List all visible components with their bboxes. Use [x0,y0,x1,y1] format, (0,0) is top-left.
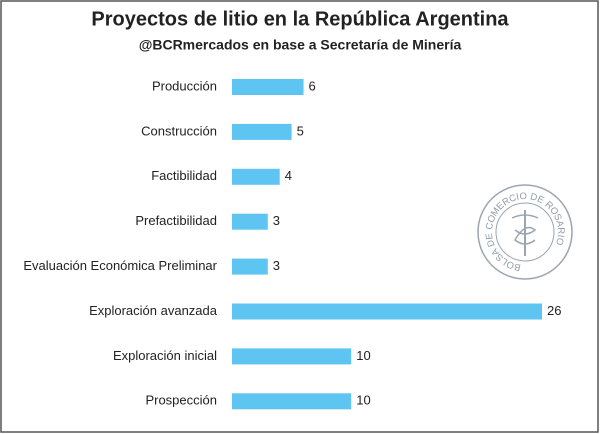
value-label: 26 [547,303,561,318]
chart-title: Proyectos de litio en la República Argen… [91,8,509,30]
logo-emblem [511,214,539,245]
value-label: 10 [356,348,370,363]
bar [232,79,304,95]
value-label: 5 [297,123,304,138]
chart-subtitle: @BCRmercados en base a Secretaría de Min… [139,37,462,53]
value-label: 6 [309,78,316,93]
bar [232,303,542,320]
category-label: Factibilidad [151,168,217,183]
category-label: Prospección [145,393,217,408]
bar [232,393,352,410]
bar [232,123,292,140]
value-label: 3 [273,213,280,228]
logo-inner-ring [495,202,555,262]
bar [232,168,280,185]
value-label: 3 [273,258,280,273]
value-label: 10 [356,393,370,408]
category-label: Prefactibilidad [135,213,217,228]
category-label: Construcción [141,123,217,138]
category-label: Evaluación Económica Preliminar [23,258,217,273]
value-label: 4 [285,168,292,183]
category-label: Producción [152,78,217,93]
logo-ring [477,184,573,280]
bar [232,258,268,275]
category-label: Exploración inicial [113,348,217,363]
bar [232,348,352,365]
bar [232,213,268,230]
category-label: Exploración avanzada [89,303,218,318]
